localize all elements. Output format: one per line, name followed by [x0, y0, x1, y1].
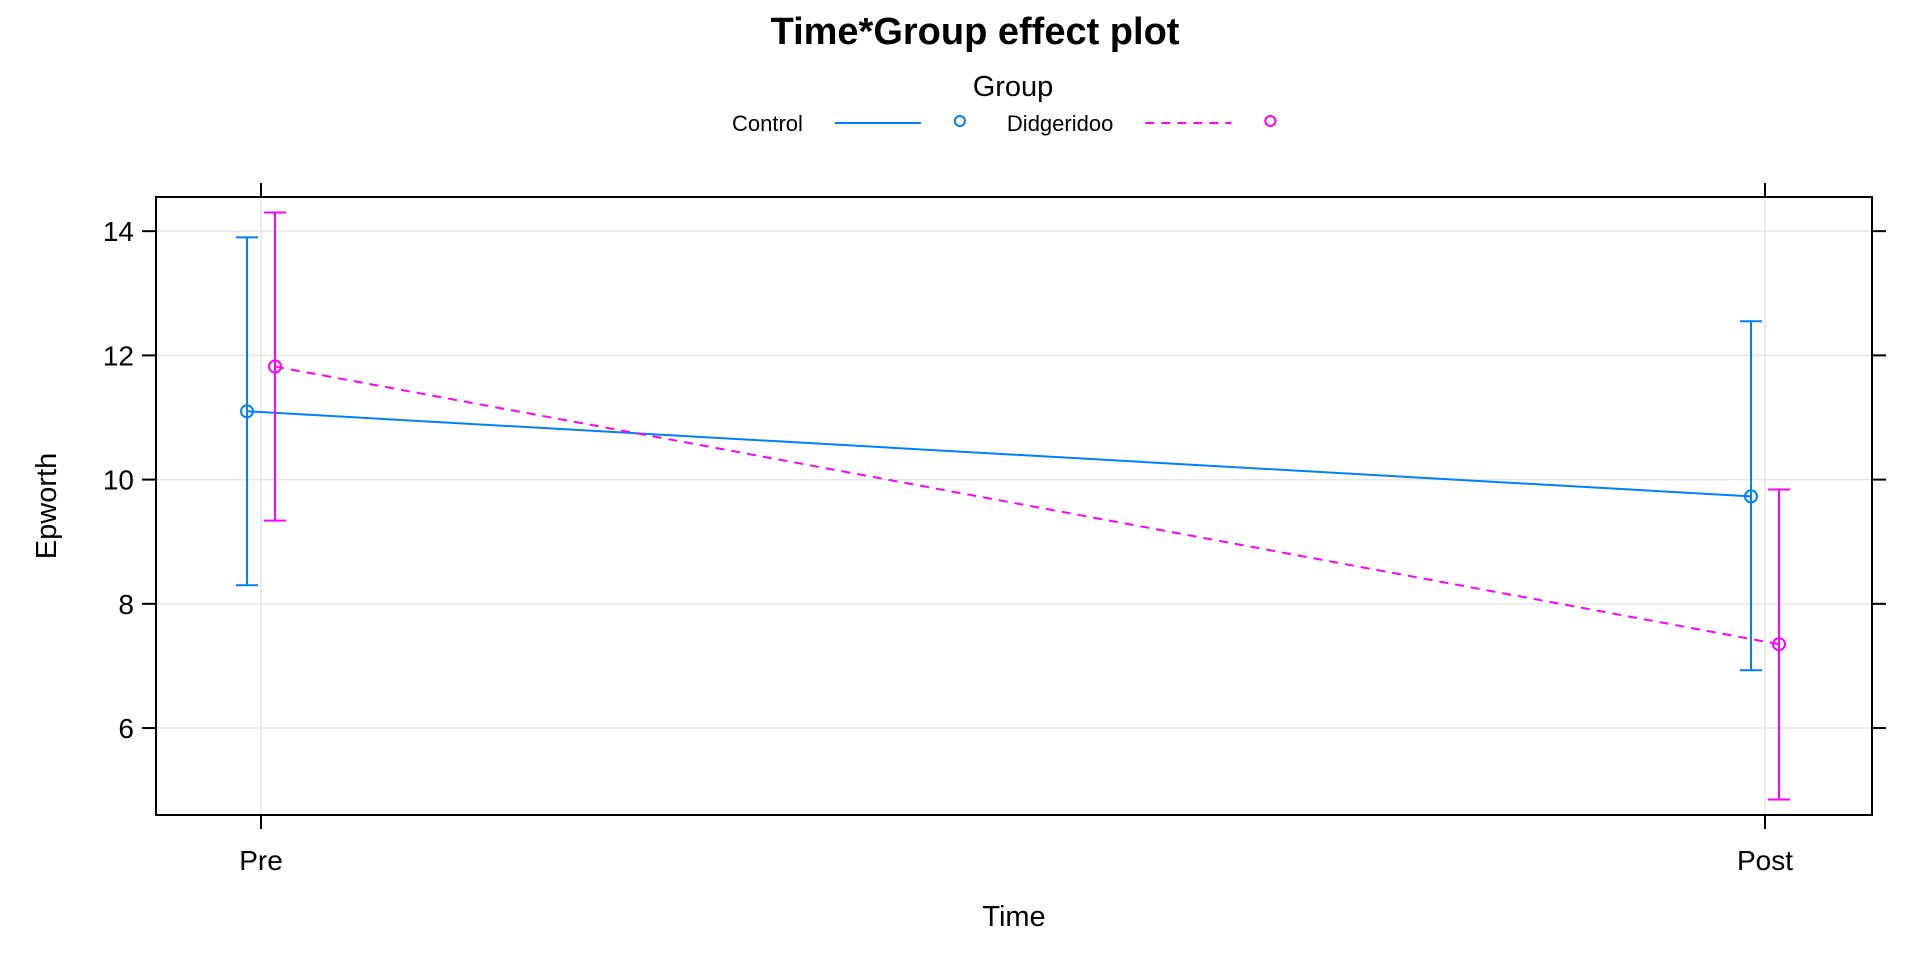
y-tick-label: 14 [103, 216, 134, 247]
legend: Control Didgeridoo [732, 111, 1277, 136]
y-tick-label: 6 [118, 713, 134, 744]
legend-title: Group [973, 71, 1054, 103]
data-point [240, 404, 254, 419]
y-tick-label: 12 [103, 340, 134, 371]
plot-frame [155, 196, 1873, 816]
series-layer [236, 211, 1790, 801]
legend-point-swatch [1264, 115, 1277, 127]
x-tick-label: Post [1737, 845, 1793, 876]
legend-label: Didgeridoo [1007, 111, 1113, 136]
y-axis: 6 8 10 12 14 [103, 216, 1886, 744]
x-axis-label: Time [982, 901, 1045, 933]
chart-title: Time*Group effect plot [771, 11, 1180, 53]
legend-item-control: Control [732, 111, 966, 136]
legend-item-didgeridoo: Didgeridoo [1007, 111, 1277, 136]
y-tick-label: 8 [118, 589, 134, 620]
series-control [236, 236, 1762, 672]
data-point [1744, 489, 1758, 504]
series-line [274, 365, 1780, 646]
series-line [246, 410, 1752, 498]
series-didgeridoo [264, 211, 1790, 801]
y-tick-label: 10 [103, 465, 134, 496]
x-axis: Pre Post [239, 183, 1793, 876]
x-tick-label: Pre [239, 845, 283, 876]
y-axis-label: Epworth [31, 453, 63, 559]
legend-label: Control [732, 111, 803, 136]
gridlines [156, 197, 1872, 815]
data-point [1772, 637, 1786, 652]
legend-point-swatch [953, 115, 966, 127]
data-point [268, 359, 282, 374]
